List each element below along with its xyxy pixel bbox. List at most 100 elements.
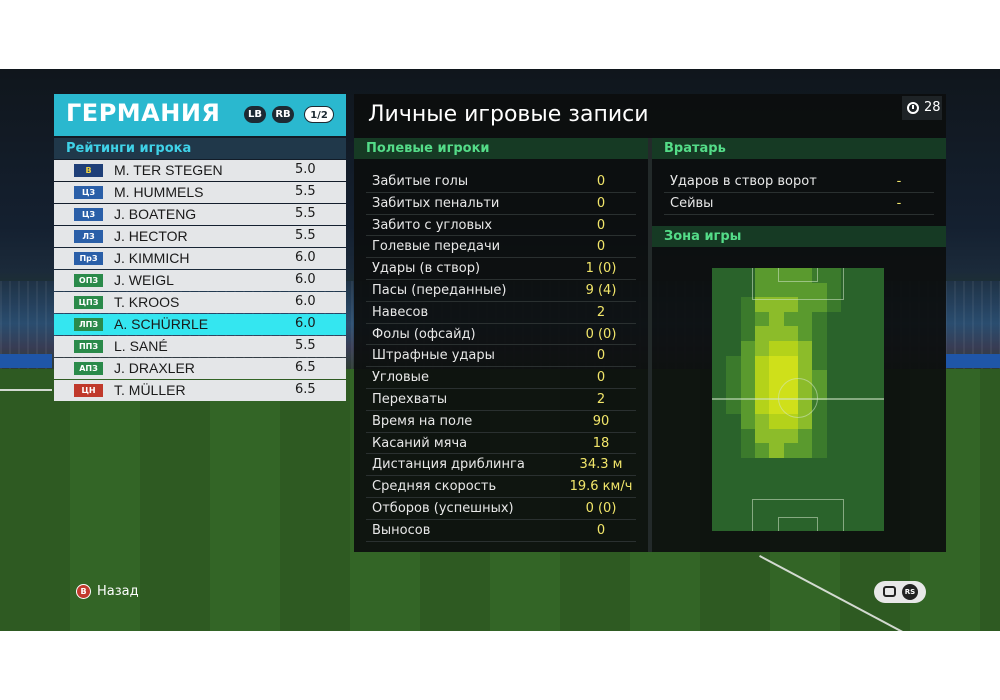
heatmap-cell [769,341,785,357]
heatmap-cell [755,487,770,503]
stat-row: Средняя скорость 19.6 км/ч [366,476,636,498]
heatmap-cell [855,457,871,474]
heatmap-cell [726,311,742,327]
player-name: M. TER STEGEN [114,162,223,178]
heatmap-cell [712,443,727,459]
heatmap-cell [726,326,742,342]
heatmap-cell [755,268,770,284]
player-row[interactable]: ЦПЗ T. KROOS 6.0 [54,292,346,313]
heatmap-cell [726,443,742,459]
player-row[interactable]: ПрЗ J. KIMMICH 6.0 [54,248,346,269]
heatmap-cell [812,355,828,371]
heatmap-cell [740,516,756,531]
field-players-header: Полевые игроки [354,138,648,159]
heatmap-cell [726,399,742,415]
heatmap-cell [812,341,828,357]
player-row[interactable]: АПЗ J. DRAXLER 6.5 [54,358,346,379]
heatmap-cell [755,457,770,474]
heatmap-cell [740,370,756,386]
player-name: T. KROOS [114,294,180,310]
heatmap-cell [783,487,799,503]
heatmap-cell [812,501,828,517]
heatmap-cell [855,326,871,342]
stat-label: Сейвы [670,196,714,211]
player-row[interactable]: ЦЗ M. HUMMELS 5.5 [54,182,346,203]
heatmap-cell [712,311,727,327]
heatmap-cell [826,326,842,342]
stat-row: Фолы (офсайд) 0 (0) [366,324,636,346]
heatmap-cell [798,326,813,342]
stat-label: Время на поле [372,413,473,429]
heatmap-cell [869,501,884,517]
chat-icon[interactable] [883,586,896,597]
player-row[interactable]: В M. TER STEGEN 5.0 [54,160,346,181]
lb-button-icon[interactable]: LB [244,106,266,123]
stat-value: - [896,174,902,189]
stat-label: Фолы (офсайд) [372,326,476,342]
heatmap-cell [769,282,785,298]
heatmap-cell [769,428,785,444]
heatmap-cell [869,370,884,386]
player-name: J. WEIGL [114,272,174,288]
player-row[interactable]: ЛПЗ A. SCHÜRRLE 6.0 [54,314,346,335]
heatmap-cell [841,268,856,284]
heatmap-cell [841,428,856,444]
stat-label: Забитых пенальти [372,195,500,211]
stat-row: Перехваты 2 [366,389,636,411]
heatmap-cell [755,384,770,400]
heatmap-cell [712,341,727,357]
position-badge: ППЗ [74,340,103,353]
heatmap-cell [740,355,756,371]
heatmap-cell [812,472,828,488]
stat-row: Забитые голы 0 [366,171,636,193]
stat-value: 0 (0) [585,500,617,516]
heatmap-cell [726,414,742,430]
heatmap-cell [726,370,742,386]
pitch-marking [752,268,844,300]
player-row[interactable]: ЦЗ J. BOATENG 5.5 [54,204,346,225]
stat-value: 18 [592,435,610,451]
heatmap-cell [783,282,799,298]
heatmap-cell [740,472,756,488]
heatmap-cell [855,501,871,517]
heatmap-cell [869,428,884,444]
heatmap-cell [769,487,785,503]
heatmap-cell [826,516,842,531]
player-row[interactable]: ОПЗ J. WEIGL 6.0 [54,270,346,291]
heatmap-cell [740,268,756,284]
heatmap-cell [841,457,856,474]
stat-label: Пасы (переданные) [372,282,507,298]
heatmap-cell [798,428,813,444]
rs-button-icon[interactable]: RS [902,584,918,600]
ratings-title: Рейтинги игрока [54,138,346,159]
stat-row: Угловые 0 [366,367,636,389]
heatmap-cell [755,516,770,531]
player-row[interactable]: ЦН T. MÜLLER 6.5 [54,380,346,401]
heatmap-cell [855,516,871,531]
stat-label: Забитые голы [372,174,469,189]
player-name: L. SANÉ [114,338,168,354]
heatmap-cell [740,326,756,342]
player-rating: 6.0 [295,250,316,265]
pitch-marking [752,499,844,531]
rb-button-icon[interactable]: RB [272,106,294,123]
heatmap-cell [755,399,770,415]
heatmap-cell [740,399,756,415]
player-rating: 5.5 [295,206,316,221]
player-row[interactable]: ЛЗ J. HECTOR 5.5 [54,226,346,247]
stat-row: Касаний мяча 18 [366,433,636,455]
player-row[interactable]: ППЗ L. SANÉ 5.5 [54,336,346,357]
position-badge: В [74,164,103,177]
heatmap-cell [869,384,884,400]
heatmap-cell [869,399,884,415]
heatmap-cell [712,355,727,371]
stat-value: 0 [596,348,606,364]
heatmap-cell [826,370,842,386]
heatmap-cell [798,487,813,503]
heatmap-cell [826,268,842,284]
heatmap-cell [798,355,813,371]
heatmap-cell [740,443,756,459]
stat-row: Удары (в створ) 1 (0) [366,258,636,280]
stat-label: Ударов в створ ворот [670,174,817,189]
heatmap-cell [726,384,742,400]
